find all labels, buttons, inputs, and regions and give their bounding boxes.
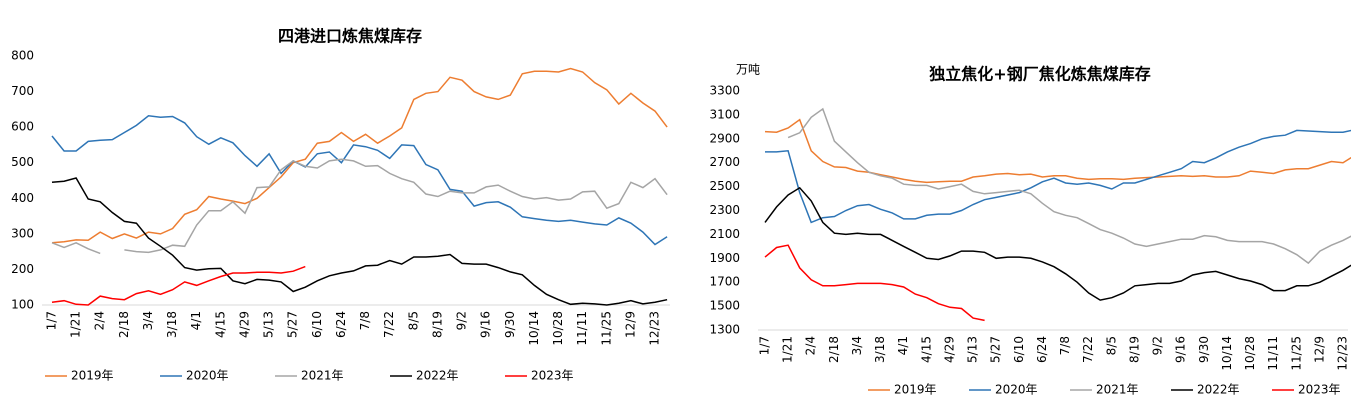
legend-label: 2020年: [186, 369, 229, 383]
y-tick-label: 800: [11, 49, 34, 63]
y-tick-label: 3300: [709, 84, 740, 98]
x-tick-label: 11/25: [1289, 336, 1303, 371]
series-line: [787, 107, 1351, 265]
x-tick-label: 2/4: [93, 311, 107, 330]
x-tick-label: 11/11: [1266, 336, 1280, 371]
x-tick-label: 1/7: [45, 311, 59, 330]
x-tick-label: 7/22: [1081, 336, 1095, 363]
y-tick-label: 600: [11, 120, 34, 134]
x-tick-label: 11/11: [575, 311, 589, 346]
legend-label: 2021年: [301, 369, 344, 383]
x-tick-label: 11/25: [599, 311, 613, 346]
y-tick-label: 3100: [709, 107, 740, 121]
x-tick-label: 7/22: [382, 311, 396, 338]
x-tick-label: 10/14: [527, 311, 541, 346]
legend-label: 2022年: [1197, 383, 1240, 397]
series-line: [765, 129, 1351, 224]
y-tick-label: 1300: [709, 323, 740, 337]
chart-title: 四港进口炼焦煤库存: [278, 27, 422, 46]
y-tick-label: 500: [11, 155, 34, 169]
x-tick-label: 9/30: [1197, 336, 1211, 363]
x-tick-label: 8/19: [430, 311, 444, 338]
y-tick-label: 700: [11, 84, 34, 98]
y-tick-label: 300: [11, 226, 34, 240]
series-line: [764, 244, 985, 322]
x-tick-label: 5/13: [262, 311, 276, 338]
chart-title: 独立焦化+钢厂焦化炼焦煤库存: [929, 65, 1150, 84]
x-tick-label: 5/13: [966, 336, 980, 363]
x-tick-label: 5/27: [286, 311, 300, 338]
x-tick-label: 4/29: [942, 336, 956, 363]
x-tick-label: 12/23: [648, 311, 662, 346]
y-tick-label: 2500: [709, 179, 740, 193]
x-tick-label: 3/4: [850, 336, 864, 355]
y-tick-label: 100: [11, 298, 34, 312]
x-tick-label: 3/18: [165, 311, 179, 338]
legend-label: 2023年: [531, 369, 574, 383]
x-tick-label: 8/5: [1104, 336, 1118, 355]
x-tick-label: 9/2: [455, 311, 469, 330]
x-tick-label: 6/10: [310, 311, 324, 338]
y-tick-label: 200: [11, 262, 34, 276]
legend-label: 2020年: [995, 383, 1038, 397]
y-tick-label: 2100: [709, 227, 740, 241]
x-tick-label: 9/16: [1174, 336, 1188, 363]
series-line: [51, 67, 668, 244]
x-tick-label: 12/9: [623, 311, 637, 338]
series-line: [51, 158, 668, 255]
x-tick-label: 12/9: [1312, 336, 1326, 363]
series-line: [51, 177, 668, 306]
legend-label: 2019年: [894, 383, 937, 397]
x-tick-label: 2/4: [804, 336, 818, 355]
x-tick-label: 6/24: [1035, 336, 1049, 363]
series-line: [51, 115, 668, 246]
legend-label: 2022年: [416, 369, 459, 383]
legend-label: 2023年: [1298, 383, 1341, 397]
x-tick-label: 2/18: [117, 311, 131, 338]
y-tick-label: 1500: [709, 299, 740, 313]
x-tick-label: 4/1: [896, 336, 910, 355]
x-tick-label: 6/24: [334, 311, 348, 338]
y-tick-label: 2700: [709, 155, 740, 169]
x-tick-label: 9/30: [503, 311, 517, 338]
series-line: [764, 118, 1351, 184]
legend-label: 2021年: [1096, 383, 1139, 397]
x-tick-label: 10/14: [1220, 336, 1234, 371]
x-tick-label: 7/8: [1058, 336, 1072, 355]
x-tick-label: 4/29: [237, 311, 251, 338]
x-tick-label: 2/18: [827, 336, 841, 363]
y-axis-unit: 万吨: [736, 63, 760, 77]
y-tick-label: 2300: [709, 203, 740, 217]
x-tick-label: 4/15: [213, 311, 227, 338]
x-tick-label: 6/10: [1012, 336, 1026, 363]
x-tick-label: 3/4: [141, 311, 155, 330]
y-tick-label: 2900: [709, 131, 740, 145]
y-tick-label: 1900: [709, 251, 740, 265]
series-line: [764, 186, 1351, 301]
x-tick-label: 8/19: [1127, 336, 1141, 363]
y-tick-label: 1700: [709, 275, 740, 289]
y-tick-label: 400: [11, 191, 34, 205]
x-tick-label: 4/1: [189, 311, 203, 330]
x-tick-label: 8/5: [406, 311, 420, 330]
x-tick-label: 1/21: [69, 311, 83, 338]
x-tick-label: 10/28: [551, 311, 565, 346]
x-tick-label: 1/21: [781, 336, 795, 363]
x-tick-label: 12/23: [1336, 336, 1350, 371]
x-tick-label: 4/15: [919, 336, 933, 363]
x-tick-label: 9/2: [1151, 336, 1165, 355]
x-tick-label: 3/18: [873, 336, 887, 363]
x-tick-label: 9/16: [479, 311, 493, 338]
x-tick-label: 7/8: [358, 311, 372, 330]
series-line: [51, 265, 306, 306]
legend-label: 2019年: [71, 369, 114, 383]
x-tick-label: 10/28: [1243, 336, 1257, 371]
x-tick-label: 1/7: [758, 336, 772, 355]
x-tick-label: 5/27: [989, 336, 1003, 363]
